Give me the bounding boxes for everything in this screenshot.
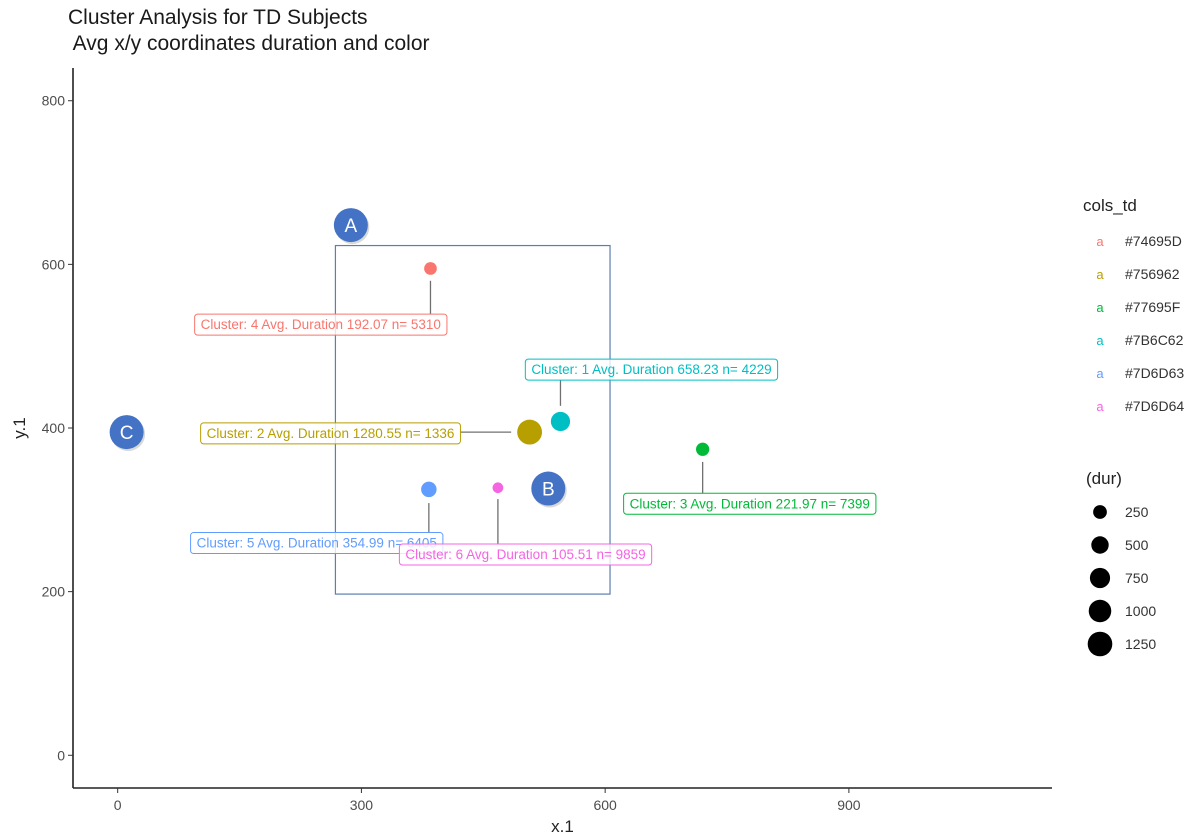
point-labels: Cluster: 4 Avg. Duration 192.07 n= 5310 C… [190, 313, 877, 566]
point-label-box [524, 358, 779, 381]
legend-color-label: #77695F [1125, 299, 1180, 315]
point-label-box [194, 313, 448, 336]
point-cluster-5 [421, 481, 437, 498]
point-cluster-4 [424, 262, 437, 275]
data-points [421, 262, 710, 498]
point-label-text: Cluster: 6 Avg. Duration 105.51 n= 9859 [405, 547, 645, 562]
legend-color-key: a [1096, 300, 1104, 315]
point-label-box [623, 492, 877, 515]
point-label-cluster-6: Cluster: 6 Avg. Duration 105.51 n= 9859 [398, 543, 653, 566]
legend-size-label: 250 [1125, 504, 1149, 520]
legend-color-key: a [1096, 234, 1104, 249]
axes: 0 300 600 900 0 200 400 600 800 x.1 y.1 [10, 68, 1052, 836]
legend-size-key [1089, 567, 1111, 589]
marker-letter: B [542, 480, 555, 501]
legend-size-key [1087, 631, 1113, 657]
point-label-text: Cluster: 1 Avg. Duration 658.23 n= 4229 [531, 362, 771, 377]
callout-markers: A B C [109, 208, 567, 508]
legend-size-key [1091, 536, 1109, 554]
y-tick-label: 400 [42, 420, 66, 436]
legend: cols_tda #74695D a #756962 a #77695F a #7B6C62 a… [1083, 196, 1184, 657]
marker-letter: A [345, 216, 358, 237]
point-label-cluster-3: Cluster: 3 Avg. Duration 221.97 n= 7399 [623, 492, 877, 515]
point-cluster-6 [492, 482, 504, 494]
y-tick-label: 800 [42, 93, 66, 109]
legend-size-label: 1250 [1125, 636, 1156, 652]
point-cluster-2 [517, 419, 543, 445]
legend-size-label: 500 [1125, 537, 1149, 553]
y-tick-label: 600 [42, 256, 66, 272]
point-label-text: Cluster: 4 Avg. Duration 192.07 n= 5310 [201, 317, 441, 332]
chart-title: Cluster Analysis for TD Subjects [68, 6, 368, 29]
annotation-layer [334, 244, 611, 595]
legend-color-key: a [1096, 366, 1104, 381]
legend-color-label: #7D6D64 [1125, 398, 1184, 414]
marker-a: A [333, 208, 370, 245]
point-label-text: Cluster: 5 Avg. Duration 354.99 n= 6405 [197, 536, 437, 551]
x-tick-label: 0 [114, 797, 122, 813]
x-axis-label: x.1 [551, 817, 574, 836]
y-axis-label: y.1 [10, 417, 29, 438]
point-cluster-3 [696, 442, 710, 456]
legend-color-key: a [1096, 267, 1104, 282]
legend-size-title: (dur) [1086, 469, 1122, 488]
legend-color-key: a [1096, 399, 1104, 414]
legend-color-label: #756962 [1125, 266, 1180, 282]
marker-letter: C [120, 423, 134, 444]
x-tick-label: 300 [350, 797, 374, 813]
marker-circle [531, 471, 566, 506]
legend-color-label: #74695D [1125, 233, 1182, 249]
y-tick-label: 0 [57, 747, 65, 763]
point-label-box [200, 422, 461, 445]
legend-color-label: #7D6D63 [1125, 365, 1184, 381]
y-tick-label: 200 [42, 584, 66, 600]
point-label-cluster-2: Cluster: 2 Avg. Duration 1280.55 n= 1336 [200, 422, 461, 445]
legend-color-title: cols_td [1083, 196, 1137, 215]
leader-lines [428, 280, 704, 544]
legend-size-key [1088, 599, 1112, 623]
legend-size-label: 750 [1125, 570, 1149, 586]
point-label-cluster-1: Cluster: 1 Avg. Duration 658.23 n= 4229 [524, 358, 779, 381]
marker-circle [109, 415, 144, 450]
marker-c: C [109, 415, 146, 452]
point-label-cluster-4: Cluster: 4 Avg. Duration 192.07 n= 5310 [194, 313, 448, 336]
point-label-box [398, 543, 653, 566]
legend-color-key: a [1096, 333, 1104, 348]
chart-subtitle: Avg x/y coordinates duration and color [68, 32, 430, 55]
annotation-box [334, 244, 611, 595]
legend-size-key [1093, 505, 1107, 519]
x-tick-label: 900 [837, 797, 861, 813]
legend-color-label: #7B6C62 [1125, 332, 1184, 348]
marker-b: B [531, 471, 567, 508]
point-cluster-1 [550, 411, 571, 432]
point-label-cluster-5: Cluster: 5 Avg. Duration 354.99 n= 6405 [190, 532, 444, 555]
point-label-text: Cluster: 3 Avg. Duration 221.97 n= 7399 [630, 496, 870, 511]
legend-size-label: 1000 [1125, 603, 1156, 619]
point-label-text: Cluster: 2 Avg. Duration 1280.55 n= 1336 [207, 426, 455, 441]
x-tick-label: 600 [593, 797, 617, 813]
marker-circle [333, 208, 368, 243]
point-label-box [190, 532, 444, 555]
